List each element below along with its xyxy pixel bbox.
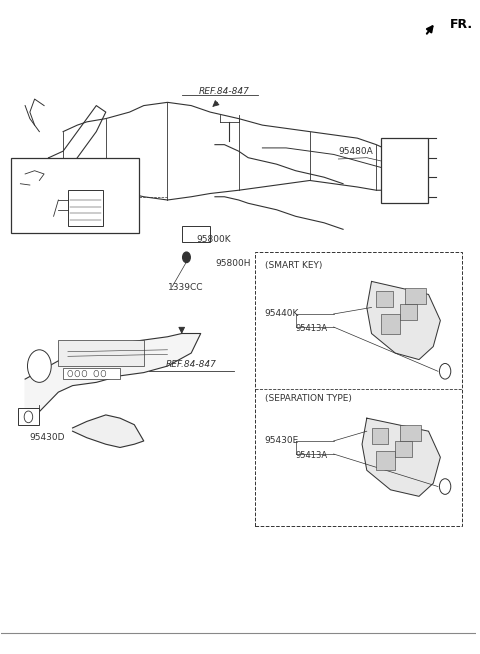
Circle shape bbox=[24, 411, 33, 422]
Bar bbox=[376, 291, 393, 307]
Circle shape bbox=[27, 350, 51, 383]
Circle shape bbox=[183, 252, 190, 262]
Bar bbox=[381, 138, 429, 203]
Polygon shape bbox=[25, 334, 201, 418]
Polygon shape bbox=[72, 415, 144, 447]
Text: REF.84-847: REF.84-847 bbox=[166, 360, 216, 370]
Bar bbox=[255, 252, 462, 526]
Text: 95430E: 95430E bbox=[265, 436, 299, 445]
Text: 95401M: 95401M bbox=[25, 179, 61, 188]
Text: REF.84-847: REF.84-847 bbox=[199, 87, 250, 96]
Polygon shape bbox=[362, 418, 440, 496]
Text: 95800H: 95800H bbox=[215, 260, 251, 268]
Bar bbox=[395, 441, 412, 457]
Bar bbox=[372, 428, 388, 444]
Text: FR.: FR. bbox=[450, 18, 473, 31]
Text: (SMART KEY): (SMART KEY) bbox=[265, 261, 322, 269]
Bar bbox=[400, 424, 421, 441]
Bar bbox=[182, 226, 210, 243]
Circle shape bbox=[439, 364, 451, 379]
Text: 95440K: 95440K bbox=[265, 309, 299, 318]
Bar bbox=[18, 408, 39, 424]
Bar bbox=[63, 368, 120, 379]
Text: 95480A: 95480A bbox=[338, 146, 373, 156]
Bar bbox=[11, 158, 139, 233]
Bar bbox=[400, 304, 417, 320]
Text: 1339CC: 1339CC bbox=[168, 283, 203, 292]
Bar bbox=[68, 190, 103, 226]
Bar bbox=[59, 340, 144, 366]
Bar bbox=[405, 288, 426, 304]
Text: (SEPARATION TYPE): (SEPARATION TYPE) bbox=[265, 394, 352, 403]
Text: 95413A: 95413A bbox=[296, 324, 328, 334]
Text: 95800K: 95800K bbox=[196, 235, 230, 243]
Polygon shape bbox=[367, 281, 440, 360]
Text: 95413A: 95413A bbox=[296, 451, 328, 460]
Bar bbox=[381, 314, 400, 334]
Bar bbox=[376, 451, 395, 470]
Text: 95430D: 95430D bbox=[30, 433, 65, 442]
Circle shape bbox=[439, 479, 451, 494]
